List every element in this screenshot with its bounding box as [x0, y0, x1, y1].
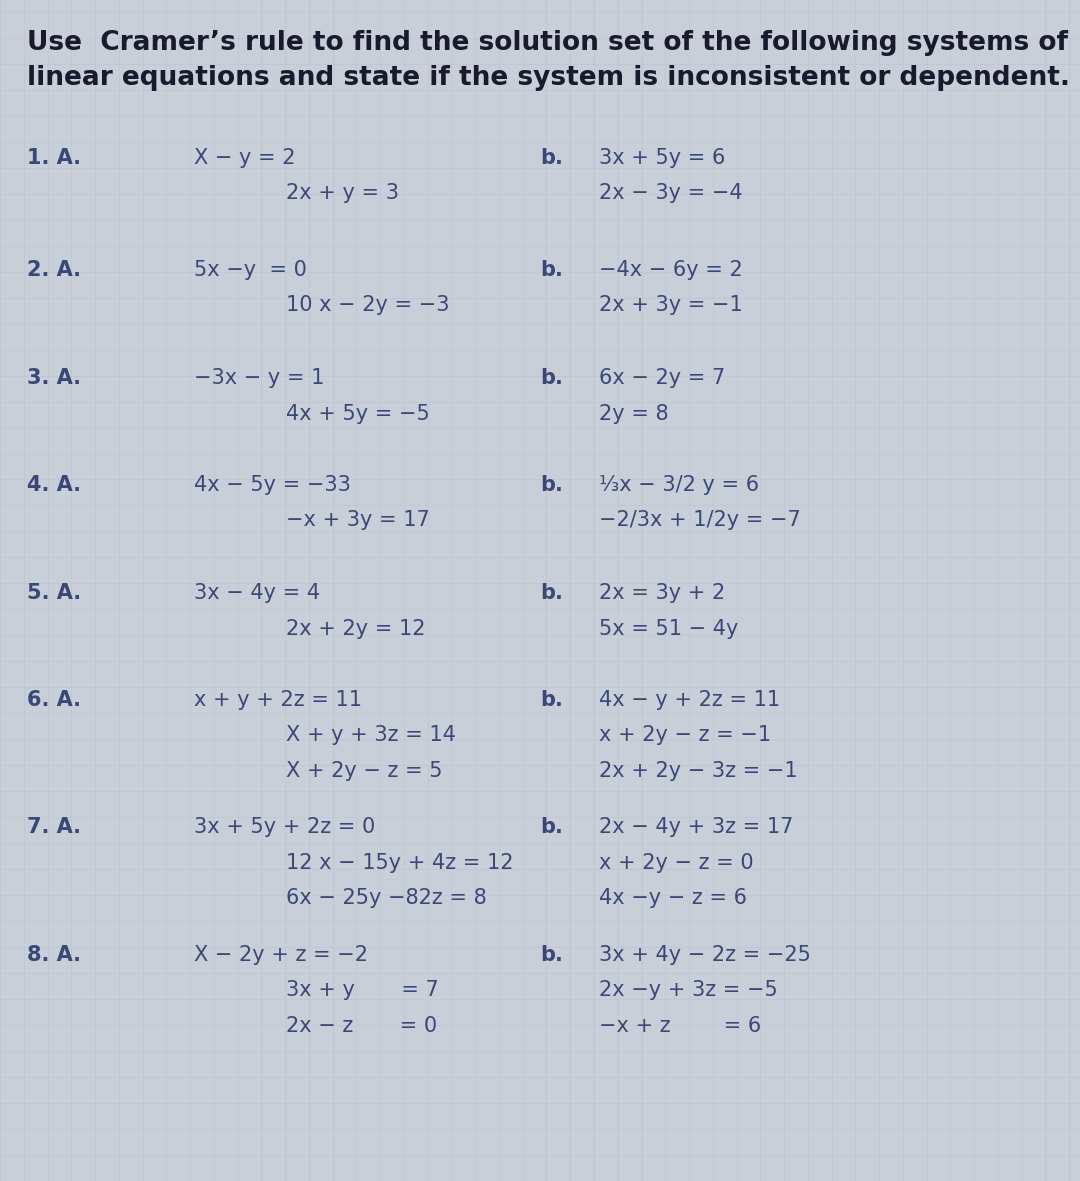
Text: −2/3x + 1/2y = −7: −2/3x + 1/2y = −7: [599, 510, 801, 530]
Text: 6x − 25y −82z = 8: 6x − 25y −82z = 8: [286, 888, 487, 908]
Text: 2x −y + 3z = −5: 2x −y + 3z = −5: [599, 980, 779, 1000]
Text: 2y = 8: 2y = 8: [599, 404, 669, 424]
Text: 2x + 2y − 3z = −1: 2x + 2y − 3z = −1: [599, 761, 798, 781]
Text: b.: b.: [540, 475, 563, 495]
Text: b.: b.: [540, 583, 563, 603]
Text: 5. A.: 5. A.: [27, 583, 81, 603]
Text: 4x −y − z = 6: 4x −y − z = 6: [599, 888, 747, 908]
Text: b.: b.: [540, 945, 563, 965]
Text: 10 x − 2y = −3: 10 x − 2y = −3: [286, 295, 449, 315]
Text: 2x + 3y = −1: 2x + 3y = −1: [599, 295, 743, 315]
Text: 1. A.: 1. A.: [27, 148, 81, 168]
Text: −x + 3y = 17: −x + 3y = 17: [286, 510, 430, 530]
Text: 12 x − 15y + 4z = 12: 12 x − 15y + 4z = 12: [286, 853, 514, 873]
Text: 3x + 5y + 2z = 0: 3x + 5y + 2z = 0: [194, 817, 376, 837]
Text: 2x = 3y + 2: 2x = 3y + 2: [599, 583, 726, 603]
Text: Use  Cramer’s rule to find the solution set of the following systems of: Use Cramer’s rule to find the solution s…: [27, 30, 1068, 56]
Text: X + y + 3z = 14: X + y + 3z = 14: [286, 725, 456, 745]
Text: 6. A.: 6. A.: [27, 690, 81, 710]
Text: 8. A.: 8. A.: [27, 945, 81, 965]
Text: 7. A.: 7. A.: [27, 817, 81, 837]
Text: 3. A.: 3. A.: [27, 368, 81, 389]
Text: 5x −y  = 0: 5x −y = 0: [194, 260, 308, 280]
Text: x + 2y − z = 0: x + 2y − z = 0: [599, 853, 754, 873]
Text: b.: b.: [540, 260, 563, 280]
Text: ⅓x − 3/2 y = 6: ⅓x − 3/2 y = 6: [599, 475, 759, 495]
Text: 6x − 2y = 7: 6x − 2y = 7: [599, 368, 726, 389]
Text: 2x − 3y = −4: 2x − 3y = −4: [599, 183, 743, 203]
Text: −4x − 6y = 2: −4x − 6y = 2: [599, 260, 743, 280]
Text: linear equations and state if the system is inconsistent or dependent.: linear equations and state if the system…: [27, 65, 1070, 91]
Text: 2x + 2y = 12: 2x + 2y = 12: [286, 619, 426, 639]
Text: X + 2y − z = 5: X + 2y − z = 5: [286, 761, 443, 781]
Text: 4. A.: 4. A.: [27, 475, 81, 495]
Text: X − y = 2: X − y = 2: [194, 148, 296, 168]
Text: 3x + 4y − 2z = −25: 3x + 4y − 2z = −25: [599, 945, 811, 965]
Text: 2x − z       = 0: 2x − z = 0: [286, 1016, 437, 1036]
Text: 3x + 5y = 6: 3x + 5y = 6: [599, 148, 726, 168]
Text: b.: b.: [540, 690, 563, 710]
Text: 4x − 5y = −33: 4x − 5y = −33: [194, 475, 351, 495]
Text: 5x = 51 − 4y: 5x = 51 − 4y: [599, 619, 739, 639]
Text: 2x − 4y + 3z = 17: 2x − 4y + 3z = 17: [599, 817, 794, 837]
Text: 4x − y + 2z = 11: 4x − y + 2z = 11: [599, 690, 781, 710]
Text: 3x + y       = 7: 3x + y = 7: [286, 980, 438, 1000]
Text: 3x − 4y = 4: 3x − 4y = 4: [194, 583, 321, 603]
Text: 2. A.: 2. A.: [27, 260, 81, 280]
Text: x + y + 2z = 11: x + y + 2z = 11: [194, 690, 363, 710]
Text: b.: b.: [540, 817, 563, 837]
Text: 4x + 5y = −5: 4x + 5y = −5: [286, 404, 430, 424]
Text: −x + z        = 6: −x + z = 6: [599, 1016, 761, 1036]
Text: b.: b.: [540, 368, 563, 389]
Text: b.: b.: [540, 148, 563, 168]
Text: −3x − y = 1: −3x − y = 1: [194, 368, 325, 389]
Text: x + 2y − z = −1: x + 2y − z = −1: [599, 725, 771, 745]
Text: X − 2y + z = −2: X − 2y + z = −2: [194, 945, 368, 965]
Text: 2x + y = 3: 2x + y = 3: [286, 183, 400, 203]
